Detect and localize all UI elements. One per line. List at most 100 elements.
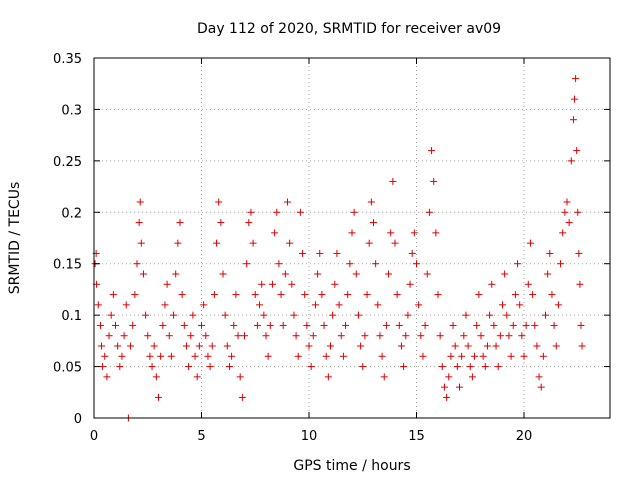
data-point bbox=[204, 352, 212, 360]
x-tick-labels: 0 5 10 15 20 bbox=[90, 429, 532, 444]
data-point bbox=[569, 116, 577, 124]
data-point bbox=[529, 291, 537, 299]
data-point bbox=[236, 373, 244, 381]
data-point bbox=[573, 147, 581, 155]
data-point bbox=[335, 301, 343, 309]
data-point bbox=[378, 352, 386, 360]
data-point bbox=[432, 229, 440, 237]
data-point bbox=[423, 270, 431, 278]
data-point bbox=[559, 229, 567, 237]
data-point bbox=[492, 342, 500, 350]
data-point bbox=[462, 311, 470, 319]
data-point bbox=[565, 219, 573, 227]
data-point bbox=[129, 321, 137, 329]
data-point bbox=[415, 301, 423, 309]
data-point bbox=[180, 321, 188, 329]
data-point bbox=[413, 260, 420, 268]
y-axis-label: SRMTID / TECUs bbox=[7, 182, 23, 295]
data-point bbox=[94, 301, 102, 309]
data-point bbox=[98, 342, 106, 350]
data-point bbox=[122, 301, 130, 309]
data-point bbox=[563, 198, 571, 206]
data-point bbox=[516, 301, 524, 309]
data-point bbox=[324, 373, 332, 381]
data-point bbox=[198, 321, 205, 329]
data-points bbox=[91, 75, 586, 422]
data-point bbox=[350, 208, 358, 216]
data-point bbox=[241, 332, 248, 340]
data-point bbox=[344, 291, 352, 299]
data-point bbox=[421, 321, 429, 329]
data-point bbox=[327, 342, 334, 350]
data-point bbox=[548, 291, 556, 299]
data-point bbox=[219, 270, 227, 278]
data-point bbox=[483, 342, 491, 350]
data-point bbox=[225, 363, 233, 371]
data-point bbox=[499, 301, 506, 309]
x-tick-label: 15 bbox=[408, 429, 425, 444]
data-point bbox=[404, 311, 412, 319]
data-point bbox=[200, 301, 208, 309]
data-point bbox=[266, 321, 274, 329]
data-point bbox=[572, 75, 580, 83]
data-point bbox=[577, 321, 585, 329]
data-point bbox=[496, 332, 504, 340]
data-point bbox=[354, 311, 362, 319]
x-axis-label: GPS time / hours bbox=[293, 458, 410, 474]
data-point bbox=[468, 373, 476, 381]
data-point bbox=[554, 301, 562, 309]
data-point bbox=[139, 270, 147, 278]
data-point bbox=[281, 270, 289, 278]
data-point bbox=[311, 301, 319, 309]
data-point bbox=[385, 270, 393, 278]
data-point bbox=[286, 239, 294, 247]
data-point bbox=[488, 280, 496, 288]
y-tick-label: 0.35 bbox=[53, 52, 82, 67]
data-point bbox=[193, 373, 201, 381]
data-point bbox=[316, 249, 324, 257]
data-point bbox=[163, 280, 171, 288]
data-point bbox=[443, 393, 451, 401]
data-point bbox=[550, 321, 558, 329]
data-point bbox=[96, 321, 104, 329]
data-point bbox=[436, 332, 444, 340]
data-point bbox=[159, 321, 167, 329]
data-point bbox=[245, 219, 253, 227]
data-point bbox=[365, 239, 373, 247]
chart-title: Day 112 of 2020, SRMTID for receiver av0… bbox=[197, 21, 501, 37]
data-point bbox=[449, 321, 457, 329]
data-point bbox=[112, 321, 119, 329]
data-point bbox=[477, 332, 485, 340]
data-point bbox=[103, 373, 111, 381]
data-point bbox=[514, 260, 522, 268]
data-point bbox=[174, 239, 182, 247]
data-point bbox=[348, 229, 356, 237]
data-point bbox=[393, 291, 401, 299]
data-point bbox=[182, 342, 190, 350]
data-point bbox=[120, 332, 128, 340]
data-point bbox=[406, 280, 414, 288]
data-point bbox=[202, 332, 210, 340]
data-point bbox=[256, 301, 264, 309]
data-point bbox=[275, 260, 283, 268]
data-point bbox=[251, 291, 259, 299]
data-point bbox=[247, 208, 255, 216]
data-point bbox=[253, 321, 261, 329]
data-point bbox=[571, 95, 579, 103]
data-point bbox=[146, 352, 154, 360]
data-point bbox=[552, 342, 560, 350]
data-point bbox=[155, 393, 162, 401]
data-point bbox=[290, 311, 298, 319]
data-point bbox=[221, 311, 229, 319]
data-point bbox=[228, 352, 236, 360]
data-point bbox=[167, 352, 175, 360]
data-point bbox=[537, 383, 545, 391]
data-point bbox=[475, 291, 483, 299]
data-point bbox=[466, 363, 474, 371]
data-point bbox=[217, 219, 225, 227]
data-point bbox=[574, 208, 582, 216]
data-point bbox=[273, 208, 281, 216]
data-point bbox=[292, 332, 300, 340]
data-point bbox=[376, 332, 384, 340]
